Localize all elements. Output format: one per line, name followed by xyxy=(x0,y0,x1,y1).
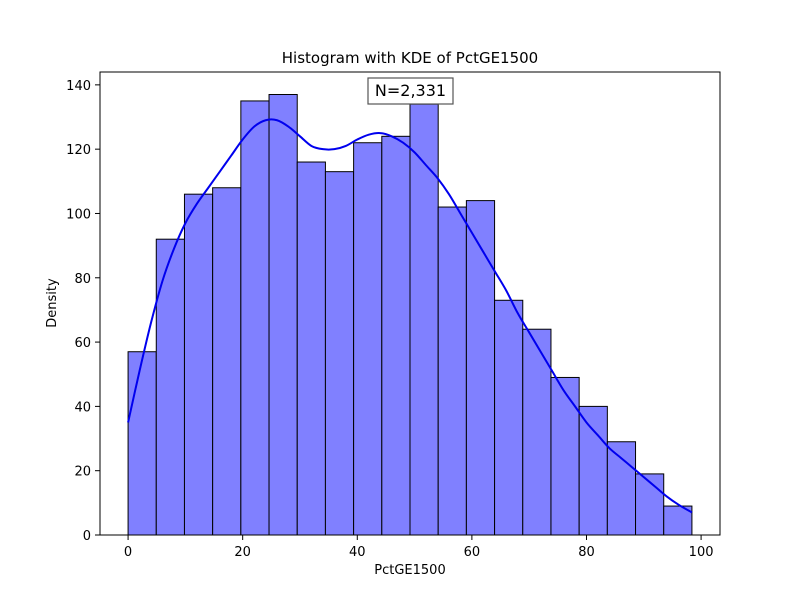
y-tick-label: 0 xyxy=(83,529,91,544)
x-tick-label: 60 xyxy=(464,545,481,560)
y-tick-label: 100 xyxy=(66,207,91,222)
y-tick-label: 120 xyxy=(66,143,91,158)
histogram-bar xyxy=(578,405,608,536)
y-tick-label: 140 xyxy=(66,79,91,94)
histogram-bar xyxy=(155,238,185,536)
x-axis-label: PctGE1500 xyxy=(374,563,445,578)
histogram-bar xyxy=(240,100,270,536)
x-tick-label: 20 xyxy=(234,545,251,560)
sample-size-annotation: N=2,331 xyxy=(367,77,454,105)
histogram-bar xyxy=(494,299,524,536)
histogram-bar xyxy=(437,206,467,536)
y-tick-label: 20 xyxy=(74,465,91,480)
annotation-box xyxy=(367,77,454,105)
y-axis-ticks: 0 20 40 60 80 100 120 140 xyxy=(66,79,100,544)
x-tick-label: 0 xyxy=(124,545,132,560)
histogram-bar xyxy=(324,171,355,536)
histogram-bar xyxy=(465,200,496,536)
y-tick-label: 40 xyxy=(74,400,91,415)
y-axis-label: Density xyxy=(45,278,60,328)
histogram-bar xyxy=(183,193,214,536)
x-tick-label: 40 xyxy=(349,545,366,560)
histogram-bar xyxy=(635,473,665,536)
histogram-bar xyxy=(127,351,157,536)
histogram-bars xyxy=(127,94,693,536)
y-tick-label: 60 xyxy=(74,336,91,351)
x-tick-label: 80 xyxy=(578,545,595,560)
histogram-bar xyxy=(353,142,383,536)
histogram-bar xyxy=(212,187,242,536)
plot-area-frame xyxy=(99,71,721,536)
annotation-text: N=2,331 xyxy=(375,81,446,100)
kde-curve xyxy=(127,118,693,514)
histogram-bar xyxy=(381,135,411,536)
x-tick-label: 100 xyxy=(689,545,714,560)
histogram-bar xyxy=(409,103,439,536)
histogram-bar xyxy=(522,328,552,536)
chart-title: Histogram with KDE of PctGE1500 xyxy=(282,49,538,67)
histogram-bar xyxy=(606,441,637,536)
histogram-bar xyxy=(268,94,298,536)
y-tick-label: 80 xyxy=(74,272,91,287)
x-axis-ticks: 0 20 40 60 80 100 xyxy=(124,535,714,560)
histogram-bar xyxy=(296,161,326,536)
histogram-bar xyxy=(550,376,580,536)
